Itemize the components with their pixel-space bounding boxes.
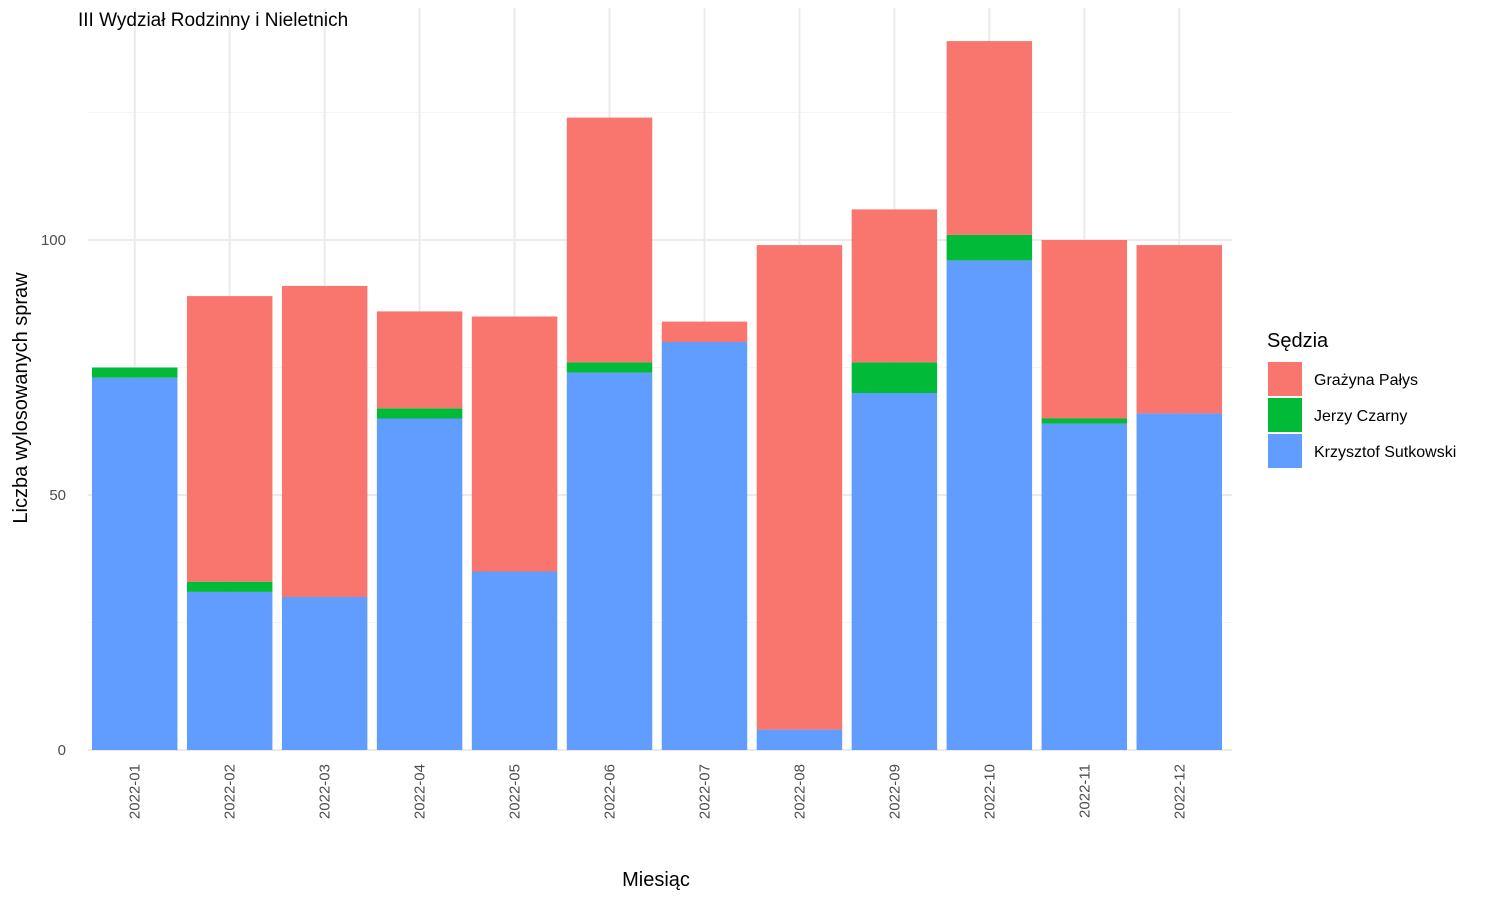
x-tick-label: 2022-05 (507, 764, 524, 819)
bar-segment (281, 285, 368, 597)
bar-segment (376, 408, 463, 419)
bar-segment (946, 41, 1033, 235)
bar-segment (92, 377, 178, 750)
bar-segment (186, 296, 273, 582)
bar-segment (471, 316, 558, 572)
y-axis-ticks: 0 50 100 (41, 232, 66, 759)
x-tick-label: 2022-08 (791, 764, 808, 819)
bar-segment (92, 367, 178, 378)
bar-segment (851, 209, 938, 363)
bar-segment (376, 311, 463, 409)
bar-segment (566, 362, 653, 373)
bar-segment (756, 245, 843, 730)
bar-segment (1136, 245, 1222, 414)
bar-segment (376, 418, 463, 750)
bar-segment (1041, 418, 1128, 424)
y-tick-label: 100 (41, 232, 66, 249)
bar-segment (186, 581, 273, 592)
legend: Sędzia Grażyna Pałys Jerzy Czarny Krzyszto… (1267, 330, 1456, 468)
x-tick-label: 2022-06 (602, 764, 619, 819)
x-tick-label: 2022-04 (412, 764, 429, 819)
bar-segment (1136, 413, 1222, 750)
x-axis-title: Miesiąc (622, 869, 690, 891)
x-axis-ticks: 2022-01 2022-02 2022-03 2022-04 2022-05 2022-… (127, 764, 1189, 819)
bar-segment (1041, 423, 1128, 750)
legend-key (1268, 434, 1302, 468)
legend-label: Jerzy Czarny (1314, 408, 1407, 425)
bar-segment (471, 571, 558, 750)
chart-title: III Wydział Rodzinny i Nieletnich (78, 10, 348, 31)
bar-segment (946, 234, 1033, 261)
bar-segment (566, 117, 653, 363)
legend-key (1268, 398, 1302, 432)
bar-segment (1041, 240, 1128, 419)
legend-label: Krzysztof Sutkowski (1314, 444, 1456, 461)
x-tick-label: 2022-02 (222, 764, 239, 819)
y-axis-title: Liczba wylosowanych spraw (10, 272, 32, 524)
legend-title: Sędzia (1267, 330, 1329, 352)
bar-segment (281, 597, 368, 750)
y-tick-label: 50 (49, 487, 66, 504)
bar-segment (661, 342, 748, 750)
bar-segment (851, 393, 938, 750)
x-tick-label: 2022-01 (127, 764, 144, 819)
bar-segment (566, 372, 653, 750)
x-tick-label: 2022-07 (696, 764, 713, 819)
bar-segment (661, 321, 748, 342)
x-tick-label: 2022-11 (1076, 764, 1093, 818)
legend-label: Grażyna Pałys (1314, 372, 1418, 389)
y-tick-label: 0 (58, 742, 66, 759)
bar-segment (186, 591, 273, 750)
x-tick-label: 2022-10 (981, 764, 998, 819)
bar-segment (851, 362, 938, 393)
x-tick-label: 2022-12 (1171, 764, 1188, 819)
legend-key (1268, 362, 1302, 396)
x-tick-label: 2022-09 (886, 764, 903, 819)
x-tick-label: 2022-03 (317, 764, 334, 819)
bars (92, 41, 1222, 750)
bar-segment (946, 260, 1033, 750)
bar-segment (756, 729, 843, 750)
